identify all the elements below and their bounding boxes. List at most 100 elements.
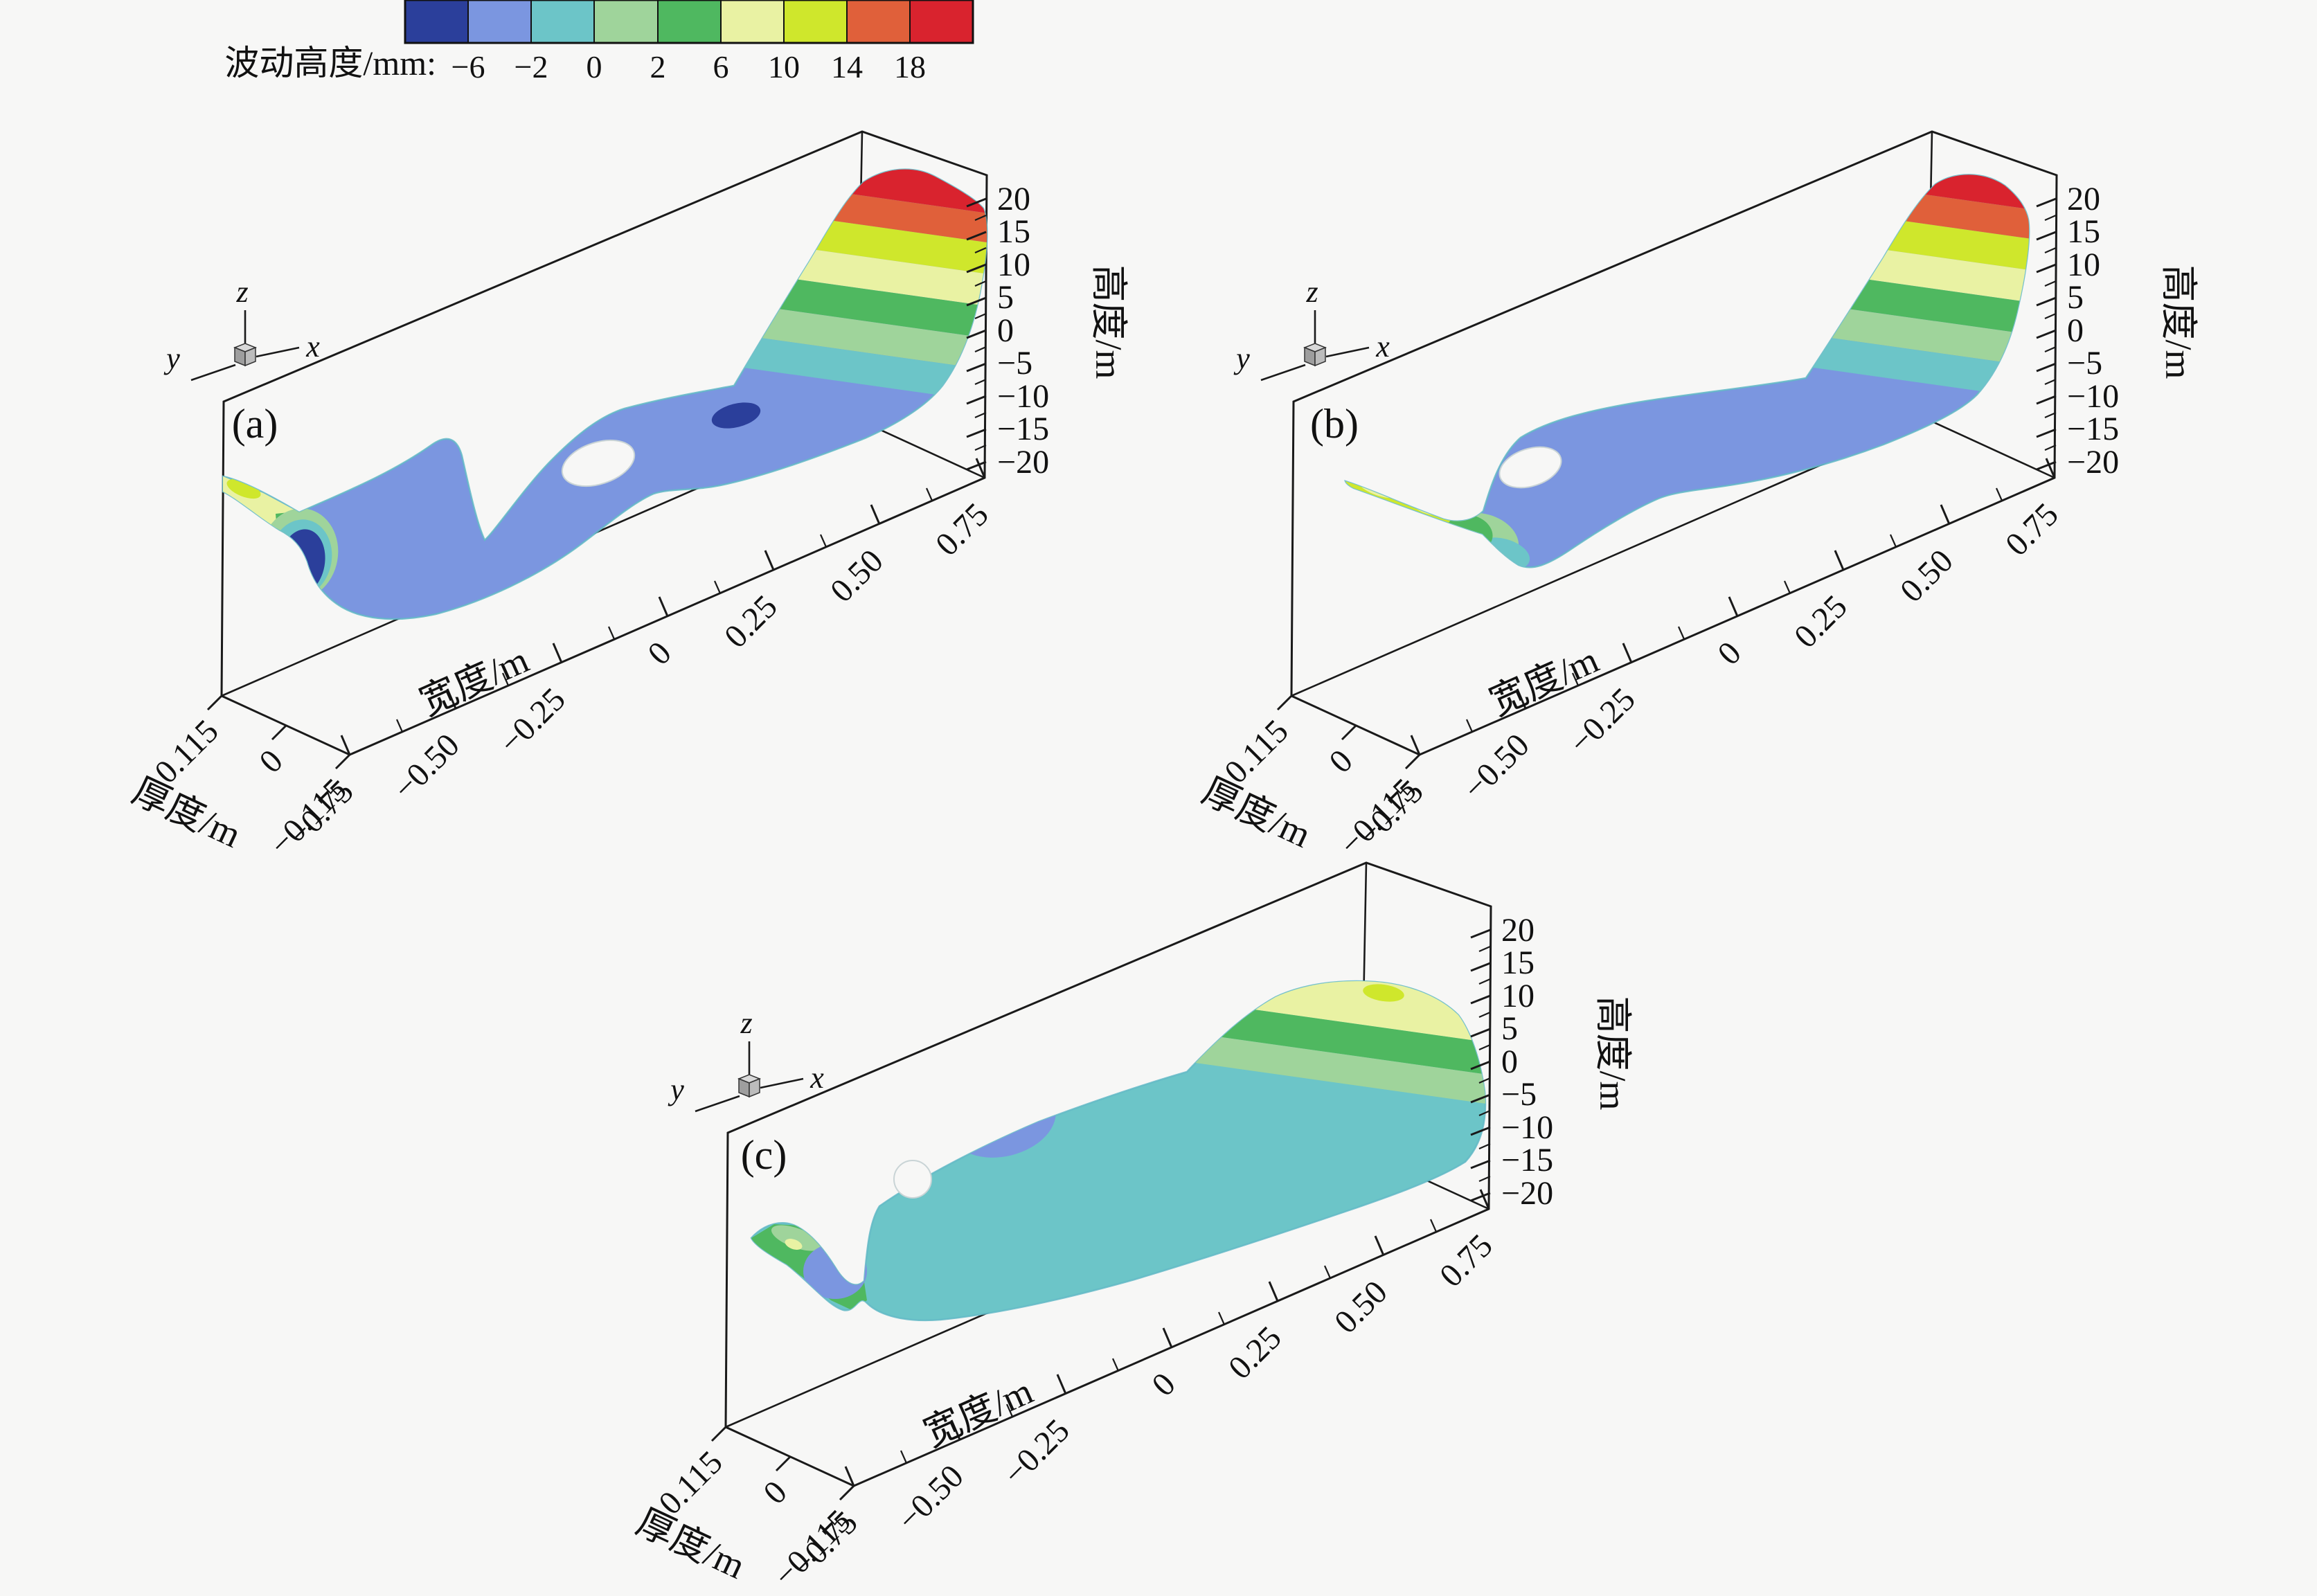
z-tick-label: −10	[2067, 378, 2119, 415]
triad-x-label: x	[305, 330, 320, 364]
z-tick-label: −15	[997, 411, 1049, 447]
through-hole	[1499, 446, 1562, 489]
through-hole	[561, 439, 636, 487]
z-tick-label: −5	[1501, 1076, 1537, 1113]
z-tick-label: 5	[2067, 279, 2084, 316]
colorbar-swatch	[783, 0, 848, 44]
y-axis-major-ticks	[206, 694, 351, 770]
z-tick-label: −10	[997, 378, 1049, 415]
triad-cube-right	[749, 1077, 760, 1098]
colorbar-tick: −6	[451, 49, 485, 84]
x-tick-label: −0.25	[996, 1412, 1077, 1492]
x-axis-minor-ticks	[900, 1219, 1438, 1464]
z-tick-label: 0	[1501, 1043, 1518, 1080]
z-axis-title: 高度/m	[1088, 264, 1129, 379]
colorbar-swatch	[593, 0, 659, 44]
subplot-label: (b)	[1310, 401, 1359, 447]
z-tick-label: 10	[2067, 246, 2100, 283]
colorbar-tick: 14	[831, 49, 863, 84]
colorbar-swatch	[657, 0, 722, 44]
x-tick-label: 0.75	[929, 496, 996, 563]
triad-y-label: y	[163, 341, 180, 375]
z-tick-label: 20	[997, 181, 1030, 217]
x-tick-label: −0.50	[386, 726, 467, 807]
x-tick-label: −0.25	[492, 681, 573, 761]
x-axis-minor-ticks	[1465, 487, 2003, 733]
x-tick-label: −0.50	[1456, 726, 1537, 807]
band-light-green	[1161, 1029, 1485, 1109]
x-axis-major-ticks	[340, 458, 986, 755]
z-axis-minor-ticks	[2044, 214, 2057, 451]
colorbar-tick: 18	[894, 49, 926, 84]
triad-z-label: z	[740, 1006, 752, 1040]
branch-yellow-green-region	[1345, 476, 1482, 541]
subplot-label: (c)	[741, 1132, 787, 1178]
x-axis-major-ticks	[1410, 458, 2056, 755]
z-tick-label: −15	[2067, 411, 2119, 447]
z-axis-title: 高度/m	[1592, 996, 1634, 1110]
through-hole	[893, 1160, 932, 1199]
subplot-c: 20 15 10 5 0 −5 −10 −15 −20 高度/m −0.75 −…	[630, 861, 1634, 1594]
colorbar-swatch	[404, 0, 469, 44]
x-axis-major-ticks	[844, 1189, 1490, 1487]
colorbar-tick: 0	[587, 49, 602, 84]
z-tick-label: 15	[1501, 944, 1535, 981]
z-tick-label: 15	[2067, 213, 2100, 250]
z-tick-label: −20	[997, 444, 1049, 481]
colorbar-tick: 6	[713, 49, 729, 84]
x-tick-label: 0	[1710, 634, 1748, 672]
triad-axes-lines	[190, 310, 300, 382]
x-tick-label: 0.50	[1327, 1273, 1395, 1341]
z-tick-label: −15	[1501, 1142, 1553, 1178]
z-tick-label: −20	[1501, 1175, 1553, 1212]
z-axis-minor-ticks	[1478, 945, 1491, 1183]
x-tick-label: −0.50	[891, 1458, 971, 1538]
z-tick-label: 20	[2067, 181, 2100, 217]
x-tick-label: 0.75	[1998, 496, 2066, 563]
branch-tip-spot	[226, 478, 261, 499]
z-tick-label: −10	[1501, 1109, 1553, 1146]
colorbar-tick: −2	[515, 49, 548, 84]
z-tick-label: 5	[1501, 1010, 1518, 1047]
subplot-label: (a)	[232, 401, 278, 447]
band-green	[1165, 997, 1485, 1079]
y-axis-major-ticks	[1276, 694, 1421, 770]
z-tick-label: 20	[1501, 912, 1535, 949]
colorbar-swatch	[846, 0, 911, 44]
colorbar-swatch	[530, 0, 595, 44]
triad-x-label: x	[809, 1061, 824, 1095]
x-tick-label: 0.75	[1433, 1227, 1500, 1294]
orientation-triad: z y x	[668, 1006, 824, 1113]
z-axis-major-ticks	[2036, 197, 2057, 471]
z-tick-label: 10	[1501, 978, 1535, 1014]
x-axis-minor-ticks	[395, 487, 933, 733]
x-tick-label: 0	[641, 634, 678, 672]
z-tick-label: 15	[997, 213, 1030, 250]
z-tick-label: −5	[2067, 345, 2102, 382]
z-tick-label: 10	[997, 246, 1030, 283]
x-tick-label: 0.25	[1787, 588, 1854, 655]
colorbar-swatch	[467, 0, 532, 44]
ridge-yellow-green-spot	[1363, 984, 1404, 1002]
orientation-triad: z y x	[163, 275, 320, 382]
orientation-triad: z y x	[1233, 275, 1390, 382]
colorbar-tick: 10	[768, 49, 800, 84]
colorbar-swatch	[720, 0, 785, 44]
dip-blue-patch-left	[803, 1244, 867, 1299]
x-tick-label: 0	[1145, 1365, 1182, 1403]
z-tick-label: 5	[997, 279, 1014, 316]
triad-cube-right	[1314, 346, 1326, 367]
colorbar-tick: 2	[650, 49, 666, 84]
z-tick-label: 0	[2067, 312, 2084, 349]
z-axis-major-ticks	[1470, 929, 1491, 1202]
x-tick-label: 0.25	[717, 588, 785, 655]
hook-pale-spot	[785, 1239, 803, 1250]
band-pale-yellow	[1169, 980, 1485, 1048]
z-tick-label: −5	[997, 345, 1032, 382]
z-axis-title: 高度/m	[2158, 264, 2199, 379]
z-tick-label: 0	[997, 312, 1014, 349]
y-tick-label: 0	[1322, 742, 1359, 780]
z-axis-minor-ticks	[974, 214, 987, 451]
triad-axes-lines	[695, 1041, 804, 1113]
